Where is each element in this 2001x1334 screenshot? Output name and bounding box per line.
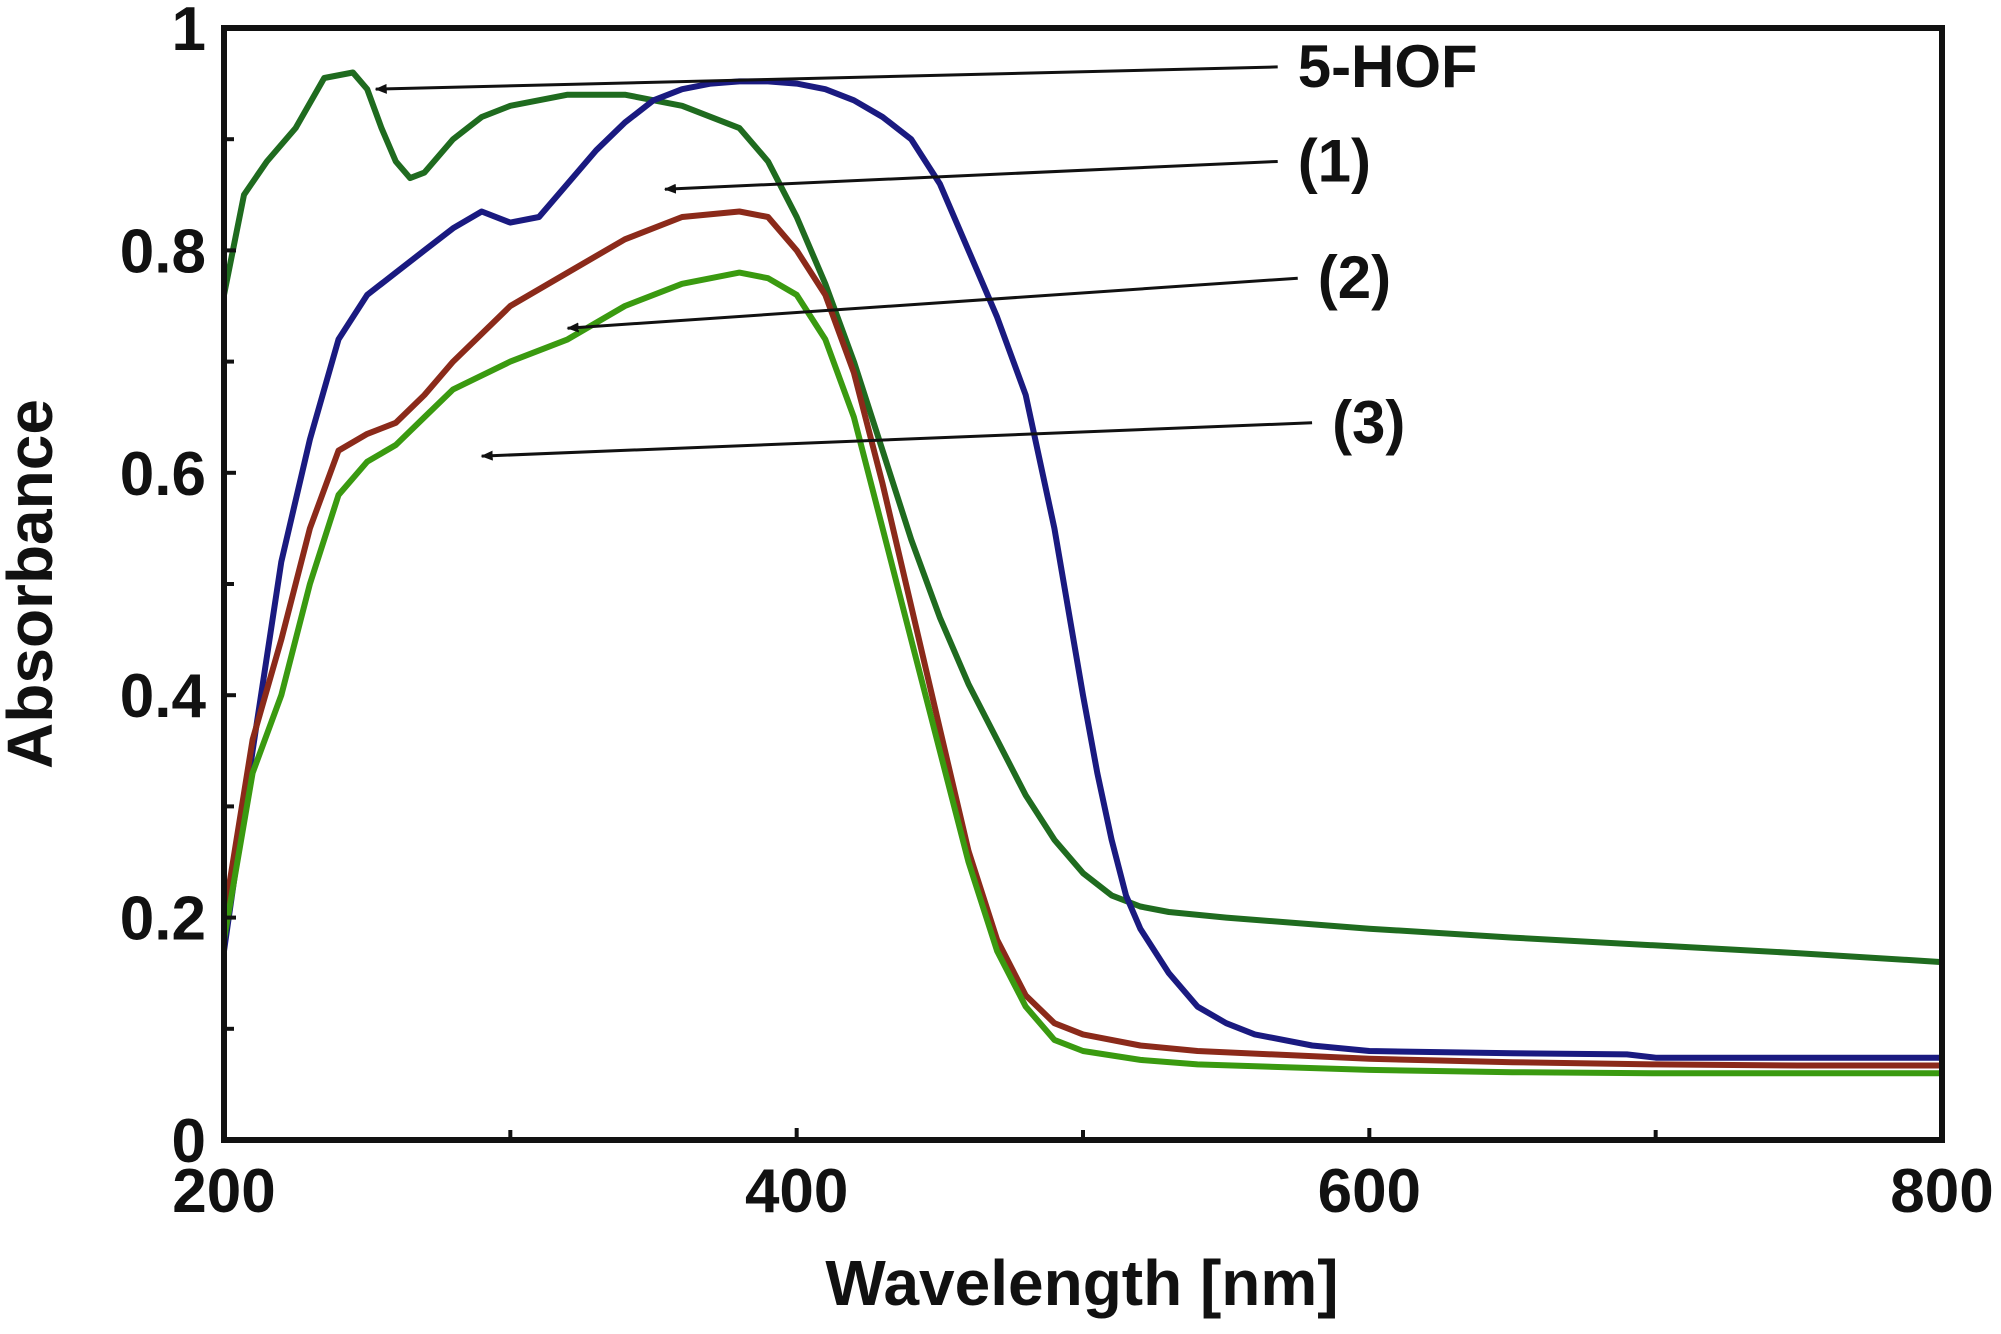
x-tick-label: 600 bbox=[1318, 1157, 1421, 1226]
y-tick-label: 0.4 bbox=[120, 662, 207, 731]
series-line-3 bbox=[221, 269, 1945, 1077]
y-tick-label: 0.6 bbox=[120, 440, 206, 509]
annotation-layer: 5-HOF (1) (2) (3) bbox=[374, 33, 1478, 461]
annotation-arrow-1 bbox=[663, 159, 1278, 194]
plot-frame bbox=[221, 25, 1945, 1143]
series-label-2: (2) bbox=[1318, 244, 1391, 311]
y-tick-label: 0.2 bbox=[120, 885, 206, 954]
series-line-1 bbox=[221, 78, 1945, 1061]
series-label-5-hof: 5-HOF bbox=[1298, 33, 1478, 100]
tick-layer: 200 400 600 800 0 0.2 0.4 0.6 0.8 1 bbox=[120, 0, 1994, 1226]
x-axis-label: Wavelength [nm] bbox=[825, 1247, 1338, 1319]
series-label-3: (3) bbox=[1332, 389, 1405, 456]
x-tick-label: 400 bbox=[745, 1157, 848, 1226]
series-layer bbox=[221, 69, 1945, 1077]
x-tick-label: 800 bbox=[1890, 1157, 1993, 1226]
y-tick-label: 1 bbox=[172, 0, 206, 64]
series-line-2 bbox=[221, 208, 1945, 1069]
annotation-arrow-5-hof bbox=[374, 65, 1278, 94]
annotation-arrow-2 bbox=[566, 276, 1298, 333]
x-tick-label: 200 bbox=[172, 1157, 275, 1226]
y-axis-label: Absorbance bbox=[0, 399, 66, 769]
annotation-arrow-3 bbox=[480, 421, 1313, 461]
series-label-1: (1) bbox=[1298, 127, 1371, 194]
series-line-5-hof bbox=[221, 69, 1945, 966]
y-tick-label: 0 bbox=[172, 1107, 206, 1176]
y-tick-label: 0.8 bbox=[120, 217, 206, 286]
